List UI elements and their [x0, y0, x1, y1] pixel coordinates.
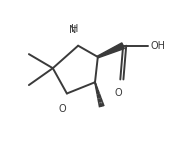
Text: O: O: [114, 88, 122, 98]
Text: O: O: [59, 104, 66, 114]
Polygon shape: [97, 43, 124, 58]
Text: OH: OH: [150, 41, 165, 51]
Text: N: N: [69, 25, 76, 35]
Text: H: H: [71, 24, 78, 35]
